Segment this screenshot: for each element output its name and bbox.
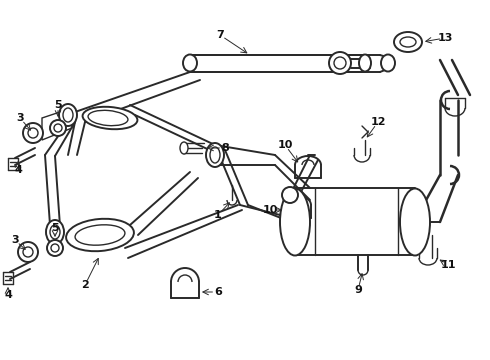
Ellipse shape	[66, 219, 134, 251]
Text: 10: 10	[277, 140, 293, 150]
Ellipse shape	[83, 107, 137, 129]
Ellipse shape	[329, 52, 351, 74]
Ellipse shape	[183, 54, 197, 72]
Ellipse shape	[334, 57, 346, 69]
Text: 11: 11	[440, 260, 456, 270]
Text: 1: 1	[214, 210, 222, 220]
Polygon shape	[42, 108, 72, 140]
Text: 10: 10	[262, 205, 278, 215]
Ellipse shape	[381, 54, 395, 72]
Ellipse shape	[63, 108, 73, 122]
Text: 13: 13	[437, 33, 453, 43]
Ellipse shape	[282, 187, 298, 203]
Text: 6: 6	[214, 287, 222, 297]
Text: 9: 9	[354, 285, 362, 295]
Ellipse shape	[394, 32, 422, 52]
Ellipse shape	[59, 104, 77, 126]
Text: 3: 3	[11, 235, 19, 245]
Ellipse shape	[47, 240, 63, 256]
Ellipse shape	[51, 244, 59, 252]
Text: 12: 12	[370, 117, 386, 127]
Ellipse shape	[23, 247, 33, 257]
Ellipse shape	[23, 123, 43, 143]
Text: 4: 4	[4, 290, 12, 300]
Ellipse shape	[28, 128, 38, 138]
Text: 3: 3	[16, 113, 24, 123]
Text: 2: 2	[81, 280, 89, 290]
Ellipse shape	[359, 54, 371, 72]
Text: 5: 5	[51, 223, 59, 233]
Ellipse shape	[46, 220, 64, 244]
Text: 7: 7	[216, 30, 224, 40]
Text: 4: 4	[14, 165, 22, 175]
Ellipse shape	[18, 242, 38, 262]
Ellipse shape	[206, 143, 224, 167]
Text: 8: 8	[221, 143, 229, 153]
Ellipse shape	[400, 189, 430, 256]
Ellipse shape	[50, 225, 60, 239]
Text: 5: 5	[54, 100, 62, 110]
Ellipse shape	[54, 124, 62, 132]
Ellipse shape	[280, 189, 310, 256]
Ellipse shape	[180, 142, 188, 154]
Ellipse shape	[50, 120, 66, 136]
